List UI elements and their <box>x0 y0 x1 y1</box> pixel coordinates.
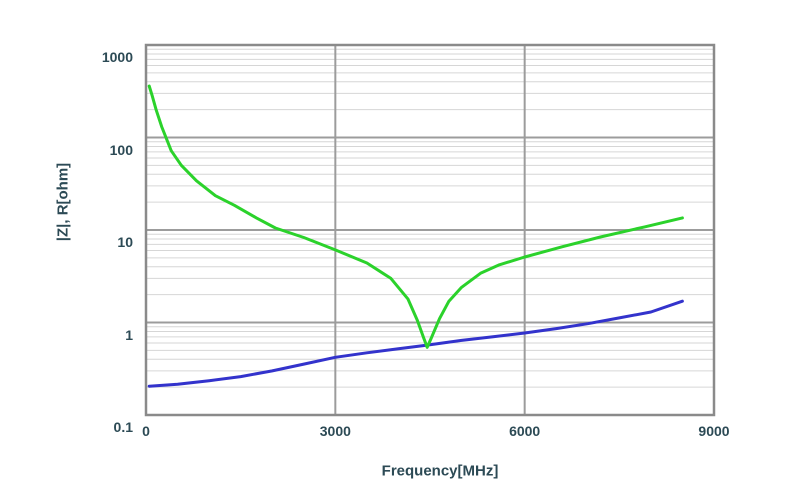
y-tick-label-10: 10 <box>117 234 133 250</box>
x-tick-label-0: 0 <box>142 423 150 439</box>
impedance-curve <box>147 84 684 349</box>
y-tick-label-1: 1 <box>125 326 133 343</box>
y-axis-title: |Z|, R[ohm] <box>54 162 72 242</box>
x-tick-label-3000: 3000 <box>319 423 351 439</box>
x-tick-label-9000: 9000 <box>698 423 730 439</box>
y-tick-label-1000: 1000 <box>101 49 133 65</box>
plot-border <box>144 43 716 417</box>
x-tick-label-6000: 6000 <box>509 423 541 439</box>
y-tick-label-0p1: 0.1 <box>113 419 133 435</box>
x-axis-title: Frequency[MHz] <box>381 462 499 480</box>
resistance-curve <box>147 299 684 388</box>
y-tick-label-100: 100 <box>109 141 133 158</box>
